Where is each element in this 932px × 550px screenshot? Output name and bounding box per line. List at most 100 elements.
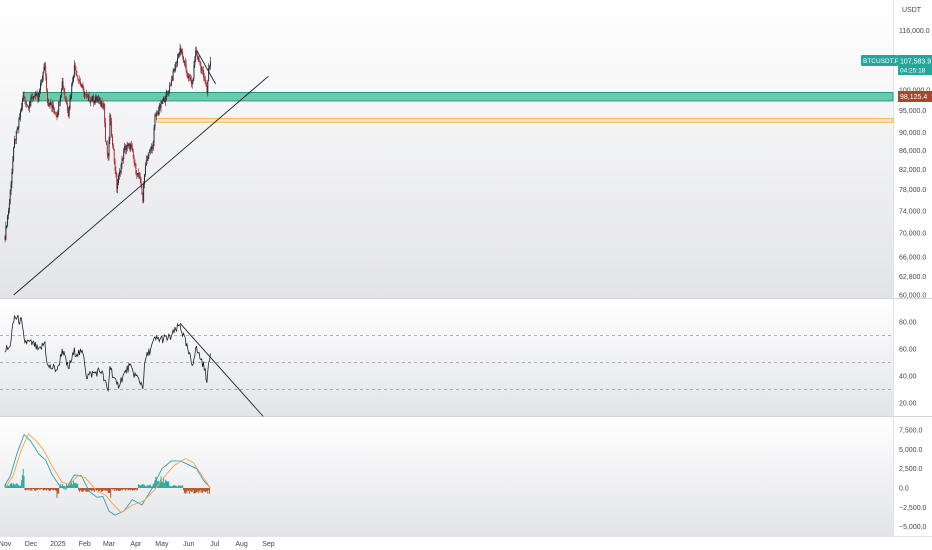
histogram-bar: [102, 488, 104, 492]
candle-body: [147, 156, 149, 161]
histogram-bar: [125, 488, 126, 491]
histogram-bar: [176, 485, 178, 488]
orange-zone[interactable]: [156, 118, 894, 123]
histogram-bar: [14, 484, 15, 488]
candle-body: [171, 79, 173, 81]
histogram-bar: [200, 488, 202, 491]
histogram-bar: [101, 488, 103, 492]
histogram-bar: [185, 488, 187, 492]
histogram-bar: [197, 488, 199, 494]
candle-body: [186, 71, 188, 76]
histogram-bar: [22, 468, 24, 488]
histogram-bar: [107, 488, 109, 493]
candle-body: [152, 141, 154, 150]
candle-body: [82, 84, 84, 88]
price-trendlines[interactable]: [13, 49, 269, 296]
candlestick-series: [4, 43, 211, 243]
time-tick-label: Sep: [262, 541, 275, 548]
candle-body: [168, 91, 170, 93]
candle-body: [161, 101, 163, 104]
histogram-bar: [99, 488, 100, 491]
histogram-bar: [165, 480, 167, 488]
histogram-bar: [135, 488, 137, 490]
histogram-bar: [175, 485, 177, 488]
candle-body: [190, 80, 192, 85]
histogram-bar: [180, 486, 182, 488]
candle-body: [55, 113, 57, 116]
price-tick-label: 86,000.0: [899, 148, 926, 155]
candle-body: [39, 90, 41, 94]
histogram-bar: [137, 488, 139, 490]
support-zone[interactable]: [22, 92, 894, 102]
price-trendline[interactable]: [196, 49, 217, 85]
price-tick-label: 95,000.0: [899, 108, 926, 115]
price-trendline[interactable]: [13, 75, 269, 296]
macd-axis[interactable]: 7,500.0 5,000.0 2,500.0 0.0 −2,500.0 −5,000.0: [899, 428, 927, 532]
candle-body: [144, 174, 145, 185]
candle-body: [123, 150, 125, 160]
histogram-bar: [106, 488, 108, 491]
histogram-bar: [112, 488, 113, 490]
candle-body: [162, 100, 164, 104]
histogram-bar: [115, 488, 117, 491]
level-price-badge: 98,125.4: [898, 91, 932, 102]
time-tick-label: Apr: [130, 541, 142, 548]
candle-body: [47, 102, 49, 104]
candle-body: [87, 95, 89, 97]
price-tick-label: 66,000.0: [899, 254, 926, 261]
candle-body: [4, 236, 6, 240]
histogram-bar: [196, 488, 198, 492]
candle-body: [160, 101, 162, 108]
histogram-bar: [173, 485, 175, 488]
candle-body: [202, 69, 204, 71]
rsi-trendline[interactable]: [179, 323, 264, 417]
candle-body: [204, 77, 206, 84]
histogram-bar: [161, 480, 163, 488]
candle-body: [190, 76, 191, 81]
time-axis[interactable]: Nov Dec 2025 Feb Mar Apr May Jun Jul Aug Sep: [0, 541, 275, 548]
histogram-bar: [162, 482, 164, 488]
candle-body: [131, 144, 132, 148]
histogram-bar: [134, 488, 136, 491]
histogram-bar: [128, 488, 130, 490]
histogram-bar: [44, 488, 46, 490]
histogram-bar: [21, 480, 22, 488]
histogram-bar: [182, 485, 184, 488]
candle-body: [144, 165, 146, 175]
histogram-bar: [83, 488, 85, 491]
candle-body: [148, 152, 150, 157]
histogram-bar: [203, 488, 204, 492]
rsi-axis[interactable]: 80.00 60.00 40.00 20.00: [899, 320, 917, 408]
candle-body: [131, 147, 133, 152]
histogram-bar: [174, 485, 176, 488]
histogram-bar: [33, 488, 35, 490]
candle-body: [163, 97, 165, 101]
candle-body: [98, 99, 100, 101]
candle-body: [24, 96, 26, 101]
histogram-bar: [68, 485, 70, 488]
candle-body: [199, 62, 201, 65]
price-tick-label: 60,000.0: [899, 293, 926, 300]
rsi-line: [4, 314, 211, 393]
candle-body: [93, 102, 95, 103]
histogram-bar: [129, 488, 131, 490]
histogram-bar: [29, 488, 31, 491]
candle-body: [200, 64, 202, 71]
candle-body: [69, 98, 71, 109]
histogram-bar: [199, 488, 201, 493]
currency-label[interactable]: USDT: [902, 7, 922, 14]
candle-body: [103, 104, 105, 108]
price-tick-label: 62,800.0: [899, 274, 926, 281]
candle-body: [130, 144, 132, 150]
candle-body: [194, 60, 196, 65]
histogram-bar: [191, 488, 193, 493]
candle-body: [17, 128, 19, 130]
candle-body: [71, 84, 73, 95]
histogram-bar: [192, 488, 194, 490]
histogram-bar: [112, 488, 114, 490]
histogram-bar: [202, 488, 204, 494]
histogram-bar: [159, 480, 161, 488]
candle-body: [67, 110, 69, 117]
